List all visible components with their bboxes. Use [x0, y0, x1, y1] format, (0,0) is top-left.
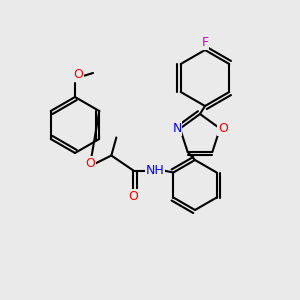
Text: O: O [218, 122, 228, 135]
Text: O: O [128, 190, 138, 203]
Text: NH: NH [146, 164, 165, 177]
Text: N: N [172, 122, 182, 135]
Text: O: O [85, 157, 95, 170]
Text: O: O [73, 68, 83, 82]
Text: F: F [201, 37, 208, 50]
